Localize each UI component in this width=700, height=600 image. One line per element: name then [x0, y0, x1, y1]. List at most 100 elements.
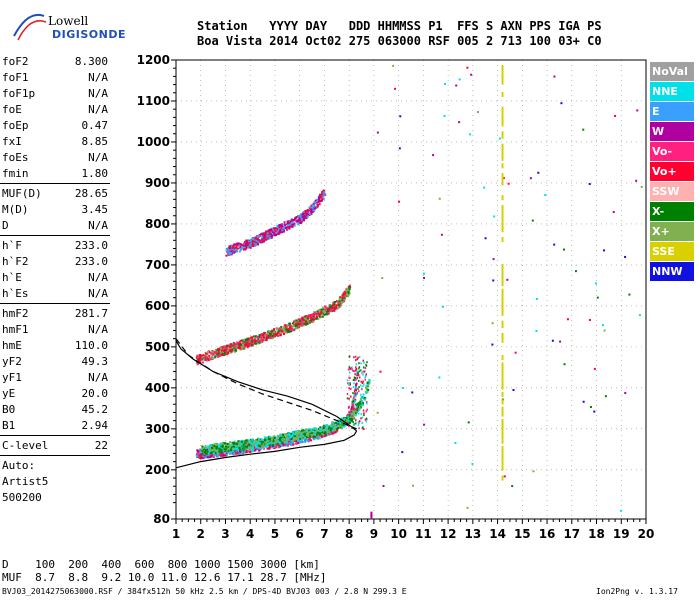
- echo-point: [297, 214, 300, 217]
- echo-point: [279, 334, 282, 337]
- echo-point: [355, 359, 357, 362]
- echo-point: [237, 440, 240, 443]
- noise-point: [394, 87, 397, 90]
- echo-point: [350, 410, 353, 413]
- echo-point: [255, 446, 258, 449]
- noise-point: [492, 279, 495, 282]
- echo-point: [288, 226, 291, 229]
- echo-point: [258, 447, 261, 450]
- interference-mark: [501, 131, 504, 137]
- echo-point: [268, 442, 271, 445]
- echo-point: [315, 313, 318, 316]
- echo-point: [357, 412, 360, 415]
- echo-point: [322, 424, 325, 427]
- param-row-hmf1: hmF1 N/A: [2, 322, 108, 338]
- echo-point: [319, 426, 322, 429]
- echo-point: [284, 227, 287, 230]
- noise-point: [612, 211, 615, 214]
- noise-point: [566, 318, 569, 321]
- echo-point: [358, 427, 360, 430]
- interference-mark: [501, 446, 504, 452]
- echo-point: [352, 400, 355, 403]
- echo-point: [335, 305, 338, 308]
- echo-point: [231, 449, 234, 452]
- noise-point: [614, 114, 617, 117]
- echo-point: [294, 437, 297, 440]
- y-tick-label: 1200: [137, 53, 170, 67]
- y-tick-label: 300: [145, 422, 170, 436]
- echo-point: [220, 348, 223, 351]
- echo-point: [282, 437, 285, 440]
- echo-point: [217, 355, 220, 358]
- echo-point: [319, 196, 322, 199]
- echo-point: [347, 382, 349, 385]
- echo-point: [293, 439, 296, 442]
- echo-point: [307, 314, 310, 317]
- echo-point: [212, 443, 215, 446]
- echo-point: [235, 248, 238, 251]
- echo-point: [285, 438, 288, 441]
- noise-point: [507, 182, 510, 185]
- echo-point: [322, 310, 325, 313]
- echo-point: [355, 391, 358, 394]
- interference-mark: [501, 288, 504, 294]
- echo-point: [220, 450, 223, 453]
- echo-point: [363, 398, 366, 401]
- param-value: N/A: [88, 71, 108, 84]
- echo-point: [264, 445, 267, 448]
- echo-point: [292, 329, 295, 332]
- echo-point: [252, 442, 255, 445]
- echo-point: [249, 238, 252, 241]
- echo-point: [364, 378, 366, 381]
- noise-point: [401, 451, 404, 454]
- echo-point: [362, 393, 365, 396]
- echo-point: [320, 199, 323, 202]
- legend-item-w: W: [650, 122, 694, 141]
- echo-point: [313, 207, 316, 210]
- echo-point: [358, 379, 360, 382]
- noise-point: [491, 322, 494, 325]
- echo-point: [313, 432, 316, 435]
- echo-point: [323, 189, 326, 192]
- echo-point: [258, 339, 261, 342]
- echo-point: [249, 447, 252, 450]
- echo-point: [303, 214, 306, 217]
- echo-point: [279, 327, 282, 330]
- logo-globe-icon: [13, 14, 47, 41]
- echo-point: [214, 348, 217, 351]
- echo-point: [254, 338, 257, 341]
- echo-point: [235, 243, 238, 246]
- echo-point: [295, 442, 298, 445]
- echo-point: [243, 244, 246, 247]
- echo-point: [290, 330, 293, 333]
- echo-point: [235, 349, 238, 352]
- echo-point: [300, 429, 303, 432]
- echo-point: [354, 373, 356, 376]
- echo-point: [207, 351, 210, 354]
- noise-point: [432, 154, 435, 157]
- echo-point: [275, 444, 278, 447]
- echo-point: [267, 437, 270, 440]
- echo-point: [302, 429, 305, 432]
- echo-point: [280, 329, 283, 332]
- echo-point: [330, 427, 333, 430]
- echo-point: [309, 435, 312, 438]
- echo-point: [352, 420, 354, 423]
- noise-point: [635, 179, 638, 182]
- echo-point: [206, 452, 209, 455]
- echo-point: [278, 441, 281, 444]
- echo-point: [365, 410, 367, 413]
- echo-point: [299, 323, 302, 326]
- echo-point: [336, 429, 339, 432]
- echo-point: [283, 436, 286, 439]
- echo-point: [255, 443, 258, 446]
- echo-point: [257, 241, 260, 244]
- y-tick-label: 600: [145, 299, 170, 313]
- echo-point: [337, 426, 340, 429]
- echo-point: [212, 452, 215, 455]
- echo-point: [236, 452, 239, 455]
- param-value: 0.47: [81, 119, 109, 132]
- echo-point: [362, 427, 364, 430]
- echo-point: [322, 197, 325, 200]
- interference-mark: [501, 431, 504, 437]
